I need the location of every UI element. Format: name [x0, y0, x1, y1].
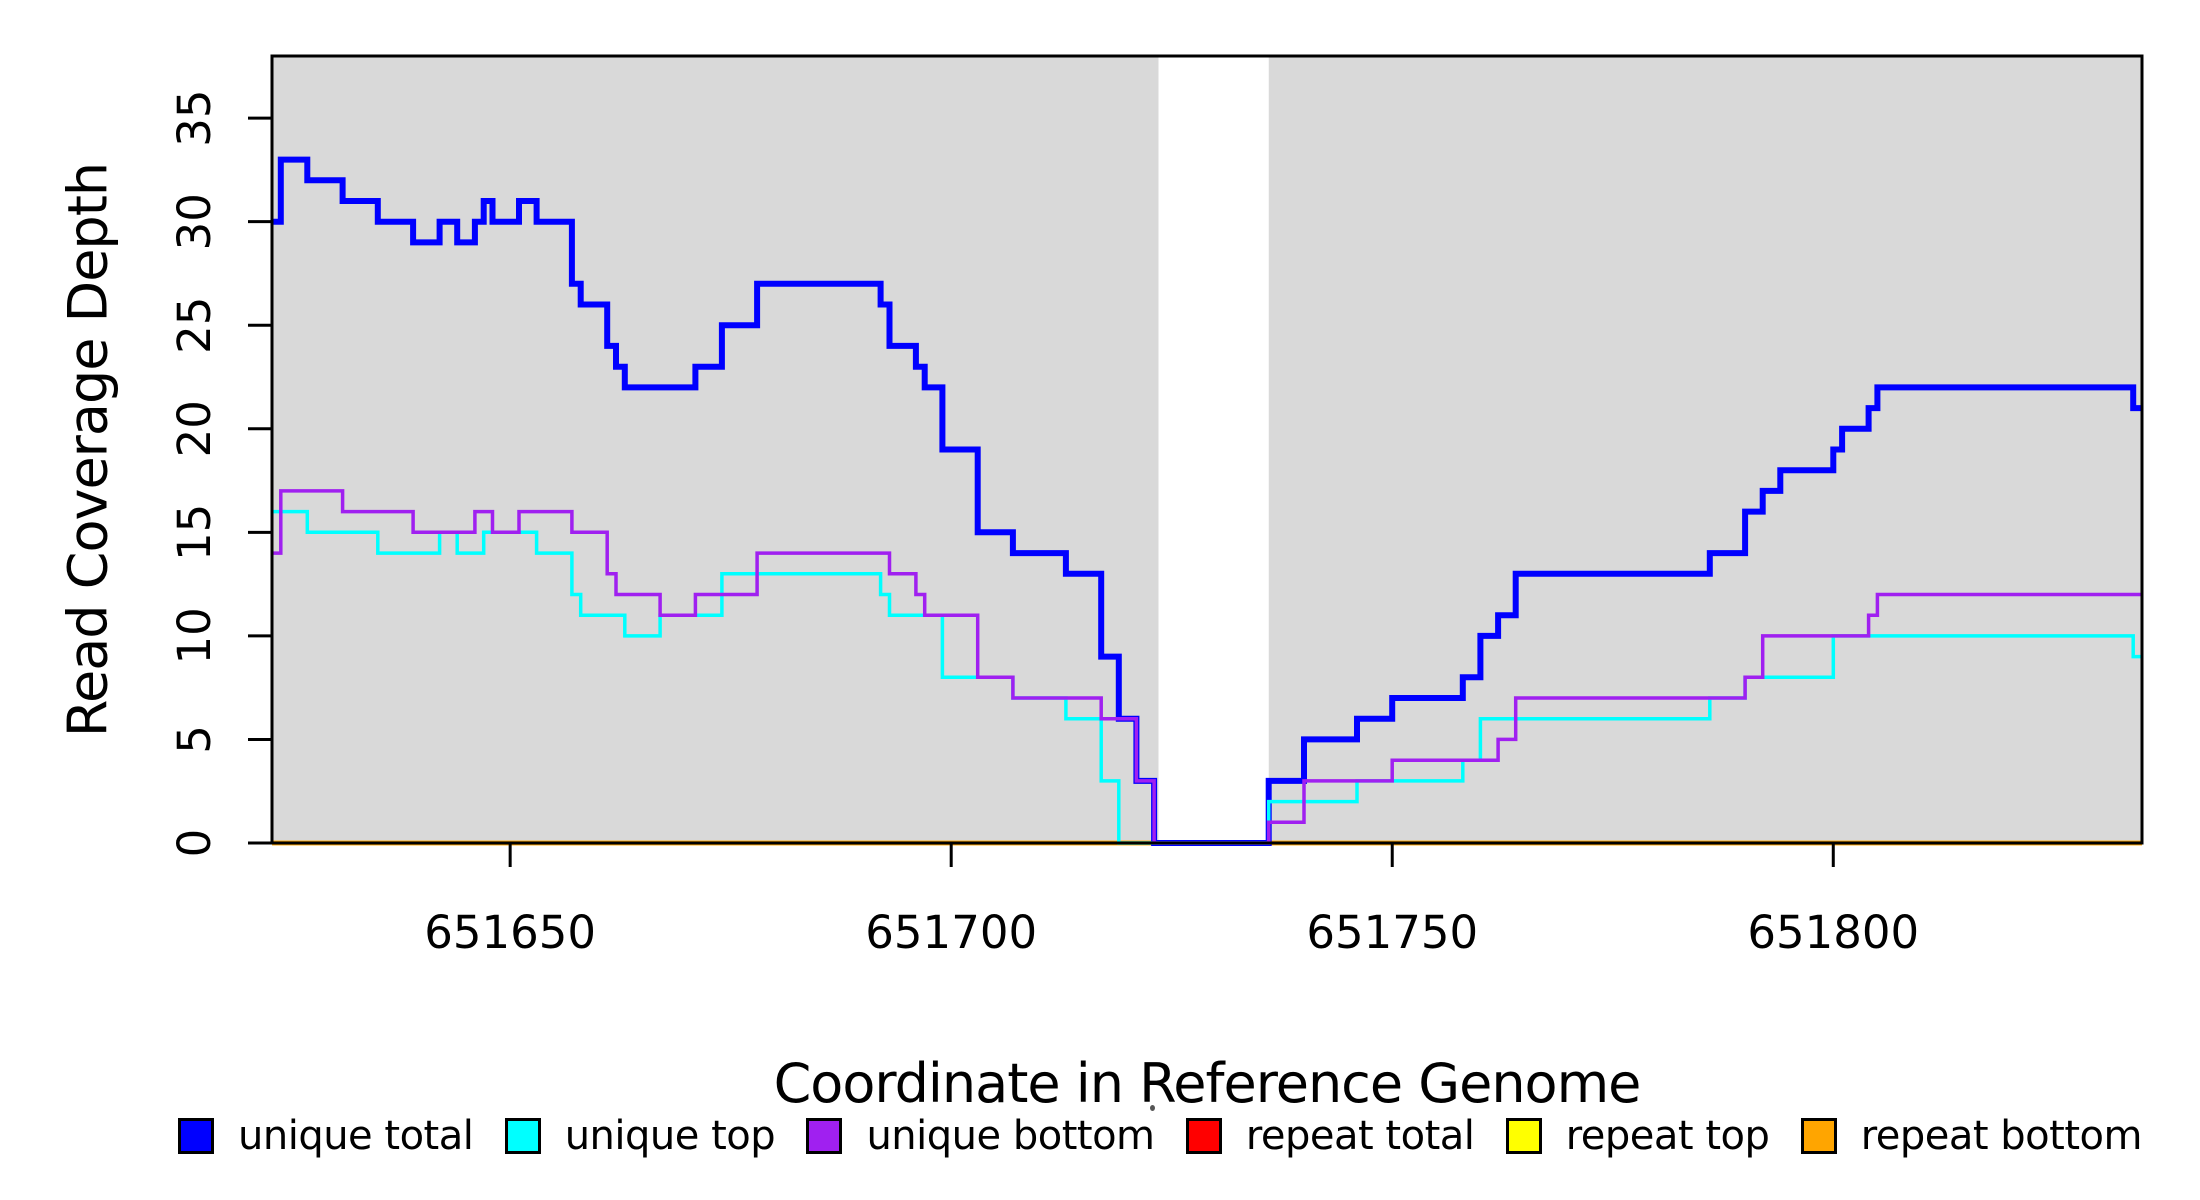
x-axis-title: Coordinate in Reference Genome — [773, 1052, 1642, 1115]
legend-swatch-unique-top — [504, 1118, 541, 1154]
x-tick-label: 651650 — [424, 906, 596, 959]
y-tick-label: 20 — [168, 400, 221, 457]
series-unique-total — [272, 156, 2142, 846]
legend-swatch-unique-total — [178, 1118, 214, 1154]
x-tick-label: 651700 — [865, 906, 1037, 959]
series-unique-bottom — [272, 489, 2142, 845]
legend-item-unique-top: unique top — [504, 1113, 776, 1159]
legend-label: unique total — [238, 1113, 474, 1159]
y-tick-label: 25 — [168, 297, 221, 354]
legend-item-repeat-top: repeat top — [1505, 1113, 1770, 1159]
x-tick-label: 651750 — [1306, 906, 1478, 959]
y-tick-label: 5 — [168, 725, 221, 754]
legend-label: repeat bottom — [1860, 1113, 2143, 1159]
legend-swatch-repeat-total — [1185, 1118, 1222, 1154]
legend-item-repeat-bottom: repeat bottom — [1800, 1113, 2143, 1159]
legend: unique total unique top unique bottom repea… — [178, 1104, 2142, 1168]
series-unique-top — [272, 509, 2142, 845]
legend-item-unique-total: unique total — [178, 1113, 474, 1159]
legend-label: unique top — [564, 1113, 776, 1159]
coverage-gap-band — [1158, 56, 1269, 843]
legend-item-repeat-total: repeat total — [1185, 1113, 1475, 1159]
legend-swatch-repeat-top — [1505, 1118, 1542, 1154]
stray-mark — [1150, 1105, 1155, 1111]
legend-label: repeat total — [1245, 1113, 1475, 1159]
y-tick-label: 30 — [168, 193, 221, 250]
y-axis-title: Read Coverage Depth — [56, 162, 120, 738]
y-tick-label: 35 — [168, 89, 221, 146]
y-tick-label: 10 — [168, 607, 221, 664]
legend-label: unique bottom — [866, 1113, 1155, 1159]
x-tick-label: 651800 — [1747, 906, 1919, 959]
legend-swatch-unique-bottom — [806, 1118, 843, 1154]
legend-item-unique-bottom: unique bottom — [806, 1113, 1155, 1159]
y-tick-label: 15 — [168, 504, 221, 561]
plot-border — [270, 54, 2144, 845]
y-tick-label: 0 — [168, 829, 221, 858]
legend-label: repeat top — [1565, 1113, 1770, 1159]
legend-swatch-repeat-bottom — [1800, 1118, 1837, 1154]
